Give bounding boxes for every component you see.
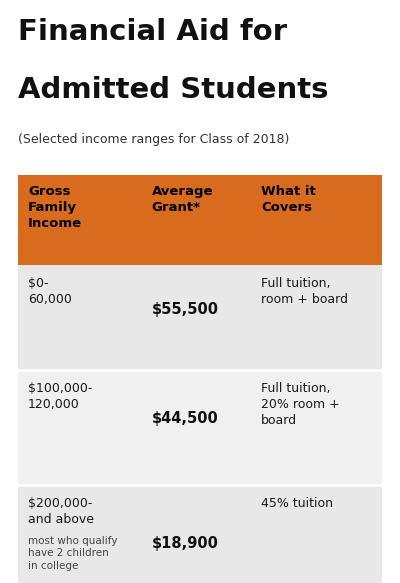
Text: $18,900: $18,900 [152, 536, 219, 552]
Text: Average
Grant*: Average Grant* [152, 185, 213, 214]
Text: What it
Covers: What it Covers [261, 185, 316, 214]
Text: Gross
Family
Income: Gross Family Income [28, 185, 82, 230]
Text: Financial Aid for: Financial Aid for [18, 18, 287, 46]
Text: $0-
60,000: $0- 60,000 [28, 277, 72, 306]
Text: most who qualify
have 2 children
in college: most who qualify have 2 children in coll… [28, 536, 118, 571]
Bar [18, 175, 382, 265]
Bar [18, 370, 382, 485]
Text: Full tuition,
20% room +
board: Full tuition, 20% room + board [261, 382, 340, 427]
Text: 45% tuition: 45% tuition [261, 497, 333, 510]
Bar [18, 265, 382, 370]
Text: $44,500: $44,500 [152, 411, 218, 426]
Text: Full tuition,
room + board: Full tuition, room + board [261, 277, 348, 306]
Bar [18, 485, 382, 583]
Text: Admitted Students: Admitted Students [18, 76, 328, 104]
Text: $100,000-
120,000: $100,000- 120,000 [28, 382, 92, 411]
Text: $200,000-
and above: $200,000- and above [28, 497, 94, 526]
Text: (Selected income ranges for Class of 2018): (Selected income ranges for Class of 201… [18, 133, 289, 146]
Text: $55,500: $55,500 [152, 301, 219, 317]
